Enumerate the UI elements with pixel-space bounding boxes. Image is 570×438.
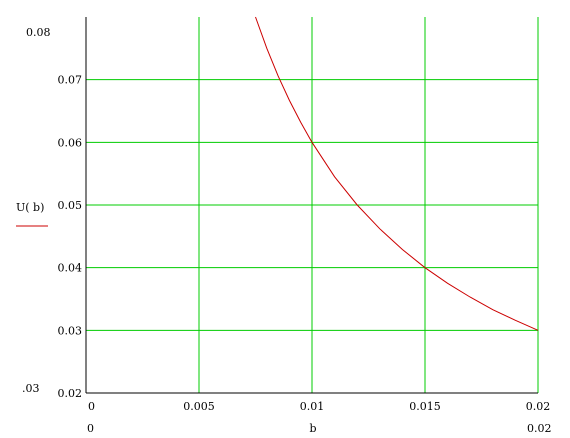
x-tick-label: 0.02 (526, 400, 551, 413)
axes (85, 17, 538, 394)
tick-labels: 0 0.005 0.01 0.015 0.02 0.02 0.03 0.04 0.05 0.06 0… (58, 74, 551, 413)
x-range-min-label: 0 (87, 422, 94, 435)
y-tick-label: 0.03 (58, 324, 83, 337)
x-tick-label: 0.01 (300, 400, 325, 413)
grid-lines (86, 17, 539, 393)
y-tick-label: 0.02 (58, 387, 83, 400)
series-group (255, 16, 539, 331)
y-range-min-label: .03 (22, 382, 40, 395)
x-tick-label: 0 (88, 400, 95, 413)
y-tick-label: 0.05 (58, 199, 83, 212)
y-tick-label: 0.06 (58, 136, 83, 149)
y-range-max-label: 0.08 (26, 26, 51, 39)
y-tick-label: 0.07 (58, 74, 83, 87)
y-tick-label: 0.04 (58, 262, 83, 275)
series-line-U-b (255, 16, 539, 331)
x-tick-label: 0.005 (183, 400, 215, 413)
x-axis-label: b (309, 422, 316, 435)
y-axis-label: U( b) (16, 201, 44, 214)
x-range-max-label: 0.02 (527, 422, 552, 435)
x-tick-label: 0.015 (409, 400, 441, 413)
